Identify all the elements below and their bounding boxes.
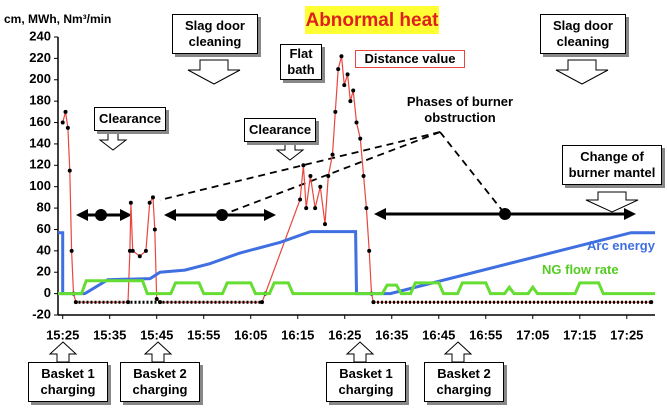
chart-title: Abnormal heat: [305, 10, 439, 31]
annotation: Basket 1 charging: [28, 362, 108, 402]
y-axis-label: cm, MWh, Nm³/min: [4, 12, 111, 26]
x-tick-label: 16:45: [422, 327, 455, 342]
x-tick-label: 15:25: [46, 327, 79, 342]
series-line: [58, 279, 655, 296]
measurement-dot: [65, 125, 70, 130]
annotation: Basket 2 charging: [120, 362, 200, 402]
measurement-dot: [63, 109, 68, 114]
title-box: [305, 6, 439, 34]
x-tick-label: 16:25: [328, 327, 361, 342]
y-tick-label: 80: [37, 200, 51, 215]
measurement-dot: [351, 88, 356, 93]
x-tick-label: 15:55: [187, 327, 220, 342]
y-tick-label: 160: [29, 114, 51, 129]
measurement-dot: [326, 174, 331, 178]
annotation: Phases of burner obstruction: [406, 94, 514, 125]
legend-entry: Distance value: [355, 50, 465, 68]
arrows: [48, 59, 639, 363]
y-tick-label: 140: [29, 135, 51, 150]
down-arrow: [187, 59, 241, 85]
measurement-dot: [67, 168, 72, 173]
measurement-dot: [345, 72, 350, 77]
y-tick-label: 200: [29, 71, 51, 86]
up-arrow: [48, 341, 78, 363]
y-tick-label: 40: [37, 242, 51, 257]
y-tick-label: 0: [44, 285, 51, 300]
series-line: [62, 56, 652, 303]
up-arrow: [443, 341, 473, 363]
down-arrow: [555, 59, 609, 85]
x-tick-label: 17:15: [563, 327, 596, 342]
y-tick-label: 180: [29, 93, 51, 108]
y-tick-label: 240: [29, 28, 51, 43]
measurement-dot: [308, 174, 313, 178]
measurement-dot: [298, 197, 303, 202]
measurement-dot: [342, 83, 347, 88]
x-tick-label: 16:55: [469, 327, 502, 342]
measurement-dot: [304, 206, 309, 211]
measurement-dot: [137, 254, 142, 259]
measurement-dot: [127, 248, 132, 253]
annotation: Flat bath: [280, 44, 322, 80]
phase-leaders: [159, 131, 506, 216]
x-tick-label: 15:45: [140, 327, 173, 342]
measurement-dot: [323, 222, 328, 227]
down-arrow: [98, 131, 128, 151]
annotation: Basket 1 charging: [326, 362, 406, 402]
y-tick-label: -20: [32, 306, 51, 321]
measurement-dot: [69, 248, 74, 253]
legend-entry: Arc energy: [587, 238, 655, 253]
measurement-dot: [128, 200, 133, 205]
measurement-dot: [336, 67, 341, 72]
measurement-dot: [318, 184, 323, 189]
measurement-dot: [154, 296, 159, 301]
x-tick-label: 16:05: [234, 327, 267, 342]
measurement-dot: [330, 152, 335, 157]
measurement-dot: [339, 54, 344, 59]
measurement-dot: [313, 206, 318, 211]
phase-arrows: [80, 212, 632, 217]
measurement-dot: [143, 248, 148, 253]
x-tick-label: 17:05: [516, 327, 549, 342]
y-tick-label: 60: [37, 221, 51, 236]
down-arrow: [275, 142, 305, 161]
annotation: Slag door cleaning: [540, 14, 626, 54]
x-tick-label: 16:15: [281, 327, 314, 342]
measurement-dot: [260, 300, 265, 305]
y-tick-label: 120: [29, 157, 51, 172]
measurement-dot: [354, 120, 359, 125]
measurement-dot: [60, 120, 65, 125]
annotation: Slag door cleaning: [172, 14, 258, 54]
annotation: Clearance: [94, 107, 166, 131]
measurement-dot: [367, 248, 372, 253]
measurement-dot: [333, 109, 338, 114]
y-tick-label: 100: [29, 178, 51, 193]
measurement-dot: [348, 99, 353, 104]
down-arrow: [585, 191, 639, 213]
measurement-dot: [364, 206, 369, 211]
measurement-dot: [147, 200, 152, 205]
measurement-dot: [152, 227, 157, 232]
x-tick-label: 15:35: [93, 327, 126, 342]
measurement-dot: [358, 136, 363, 141]
x-tick-label: 16:35: [375, 327, 408, 342]
up-arrow: [143, 341, 173, 363]
y-tick-label: 20: [37, 264, 51, 279]
annotation: Clearance: [244, 118, 316, 142]
measurement-dot: [361, 174, 366, 178]
annotation: Basket 2 charging: [424, 362, 504, 402]
x-tick-label: 17:25: [610, 327, 643, 342]
measurement-dot: [130, 248, 135, 253]
measurement-dot: [150, 195, 155, 200]
up-arrow: [345, 341, 375, 363]
annotation: Change of burner mantel: [562, 145, 662, 185]
measurement-dot: [301, 163, 306, 168]
y-tick-label: 220: [29, 50, 51, 65]
legend-entry: NG flow rate: [542, 262, 619, 277]
